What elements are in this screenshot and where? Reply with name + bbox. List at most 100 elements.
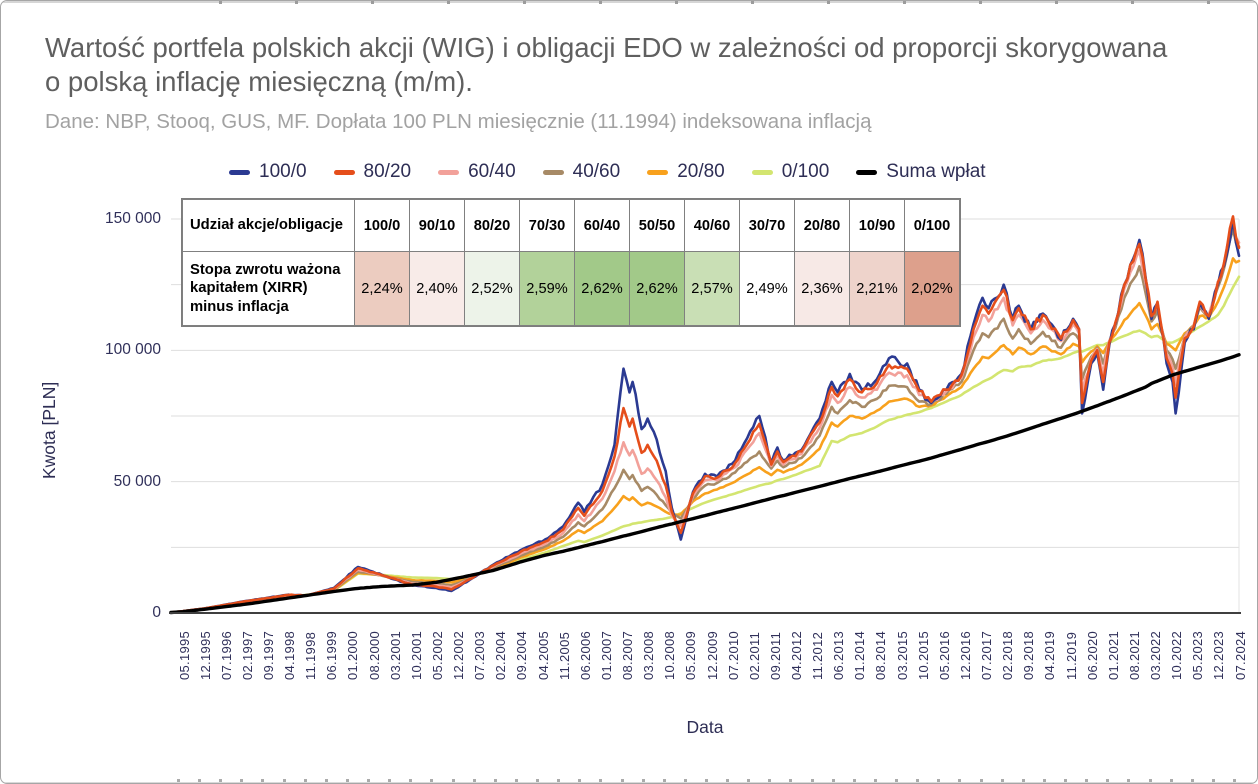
x-tick-label: 03.2015: [894, 630, 910, 680]
y-tick-label: 0: [152, 604, 161, 621]
table-value-cell: 2,52%: [464, 251, 520, 326]
cropped-label-mark: [1169, 779, 1173, 783]
table-column-header: 0/100: [904, 199, 960, 252]
table-value-cell: 2,62%: [574, 251, 630, 326]
cropped-label-mark: [641, 779, 645, 783]
cropped-label-mark: [827, 1, 830, 4]
chart-subtitle: Dane: NBP, Stooq, GUS, MF. Dopłata 100 P…: [45, 110, 872, 133]
x-tick-label: 03.2022: [1148, 630, 1164, 680]
cropped-label-mark: [240, 779, 244, 783]
cropped-label-mark: [751, 1, 754, 4]
x-tick-label: 05.2016: [936, 630, 952, 680]
legend-swatch-icon: [647, 169, 669, 175]
x-tick-label: 08.2021: [1126, 630, 1142, 680]
x-tick-label: 10.2001: [408, 630, 424, 680]
cropped-label-mark: [295, 1, 298, 4]
cropped-label-mark: [493, 779, 497, 783]
table-value-cell: 2,02%: [904, 251, 960, 326]
table-value-cell: 2,21%: [849, 251, 905, 326]
cropped-label-mark: [1148, 779, 1152, 783]
x-tick-label: 05.2009: [683, 630, 699, 680]
x-tick-label: 07.2010: [725, 630, 741, 680]
legend-label: 40/60: [572, 161, 621, 182]
cropped-label-mark: [979, 1, 982, 4]
cropped-label-mark: [1064, 779, 1068, 783]
x-tick-label: 11.2005: [556, 631, 572, 680]
cropped-label-mark: [578, 779, 582, 783]
x-tick-label: 03.2001: [387, 630, 403, 680]
x-tick-label: 04.2012: [788, 630, 804, 680]
x-tick-label: 01.2021: [1105, 630, 1121, 680]
x-tick-label: 05.1995: [176, 630, 192, 680]
legend-label: 60/40: [468, 161, 516, 182]
table-value-cell: 2,24%: [354, 251, 410, 326]
cropped-label-mark: [1085, 779, 1089, 783]
cropped-label-mark: [557, 779, 561, 783]
legend-item-20-80: 20/80: [647, 161, 725, 183]
cropped-content-top-edge: [1, 1, 1257, 3]
cropped-label-mark: [388, 779, 392, 783]
x-tick-label: 01.2000: [345, 630, 361, 680]
x-tick-label: 08.2007: [620, 630, 636, 680]
cropped-label-mark: [430, 779, 434, 783]
x-tick-label: 12.2009: [704, 630, 720, 680]
x-tick-label: 11.2019: [1063, 631, 1079, 680]
cropped-label-mark: [1042, 779, 1046, 783]
x-tick-label: 03.2008: [641, 630, 657, 680]
x-tick-label: 06.2013: [831, 630, 847, 680]
x-tick-label: 07.2017: [979, 630, 995, 680]
x-tick-label: 10.2022: [1169, 630, 1185, 680]
table-value-cell: 2,57%: [684, 251, 740, 326]
x-tick-label: 08.2000: [366, 630, 382, 680]
cropped-label-mark: [324, 779, 328, 783]
chart-title: Wartość portfela polskich akcji (WIG) i …: [45, 32, 1168, 98]
cropped-label-mark: [675, 1, 678, 4]
y-tick-label: 100 000: [104, 341, 161, 359]
cropped-label-mark: [831, 779, 835, 783]
x-tick-label: 04.2005: [535, 630, 551, 680]
legend-label: Suma wpłat: [886, 161, 986, 182]
cropped-label-mark: [599, 779, 603, 783]
x-tick-label: 01.2014: [852, 630, 868, 680]
cropped-label-mark: [198, 779, 202, 783]
x-tick-label: 10.2015: [915, 630, 931, 680]
legend-item-100-0: 100/0: [229, 161, 307, 183]
cropped-label-mark: [852, 779, 856, 783]
legend-swatch-icon: [333, 169, 355, 175]
x-tick-label: 05.2023: [1190, 630, 1206, 680]
legend-label: 80/20: [363, 161, 412, 182]
legend-swatch-icon: [856, 169, 878, 175]
cropped-label-mark: [747, 779, 751, 783]
x-tick-label: 01.2007: [598, 630, 614, 680]
cropped-label-mark: [371, 1, 374, 4]
legend-label: 0/100: [781, 161, 830, 182]
table-header-label: Udział akcje/obligacje: [182, 199, 355, 252]
x-tick-label: 02.2018: [1000, 630, 1016, 680]
cropped-label-mark: [873, 779, 877, 783]
table-value-cell: 2,49%: [739, 251, 795, 326]
cropped-label-mark: [768, 779, 772, 783]
table-column-header: 40/60: [684, 199, 740, 252]
cropped-label-mark: [1106, 779, 1110, 783]
legend-item-80-20: 80/20: [333, 161, 412, 183]
cropped-label-mark: [1190, 779, 1194, 783]
xirr-returns-table: Udział akcje/obligacje 100/0 90/10 80/20 70/…: [182, 199, 960, 326]
x-tick-label: 02.2011: [746, 631, 762, 680]
cropped-label-mark: [514, 779, 518, 783]
cropped-label-mark: [367, 779, 371, 783]
table-column-header: 90/10: [409, 199, 465, 252]
series-line-Suma-wp-at: [169, 353, 1241, 615]
cropped-label-mark: [1207, 1, 1210, 4]
cropped-label-mark: [620, 779, 624, 783]
table-column-header: 70/30: [519, 199, 575, 252]
table-column-header: 20/80: [794, 199, 850, 252]
cropped-label-mark: [662, 779, 666, 783]
cropped-label-mark: [789, 779, 793, 783]
x-tick-label: 02.1997: [239, 630, 255, 680]
x-tick-label: 12.2002: [451, 630, 467, 680]
cropped-label-mark: [958, 779, 962, 783]
y-axis-title: Kwota [PLN]: [39, 381, 59, 479]
cropped-label-mark: [536, 779, 540, 783]
cropped-label-mark: [726, 779, 730, 783]
x-tick-label: 06.2020: [1084, 630, 1100, 680]
